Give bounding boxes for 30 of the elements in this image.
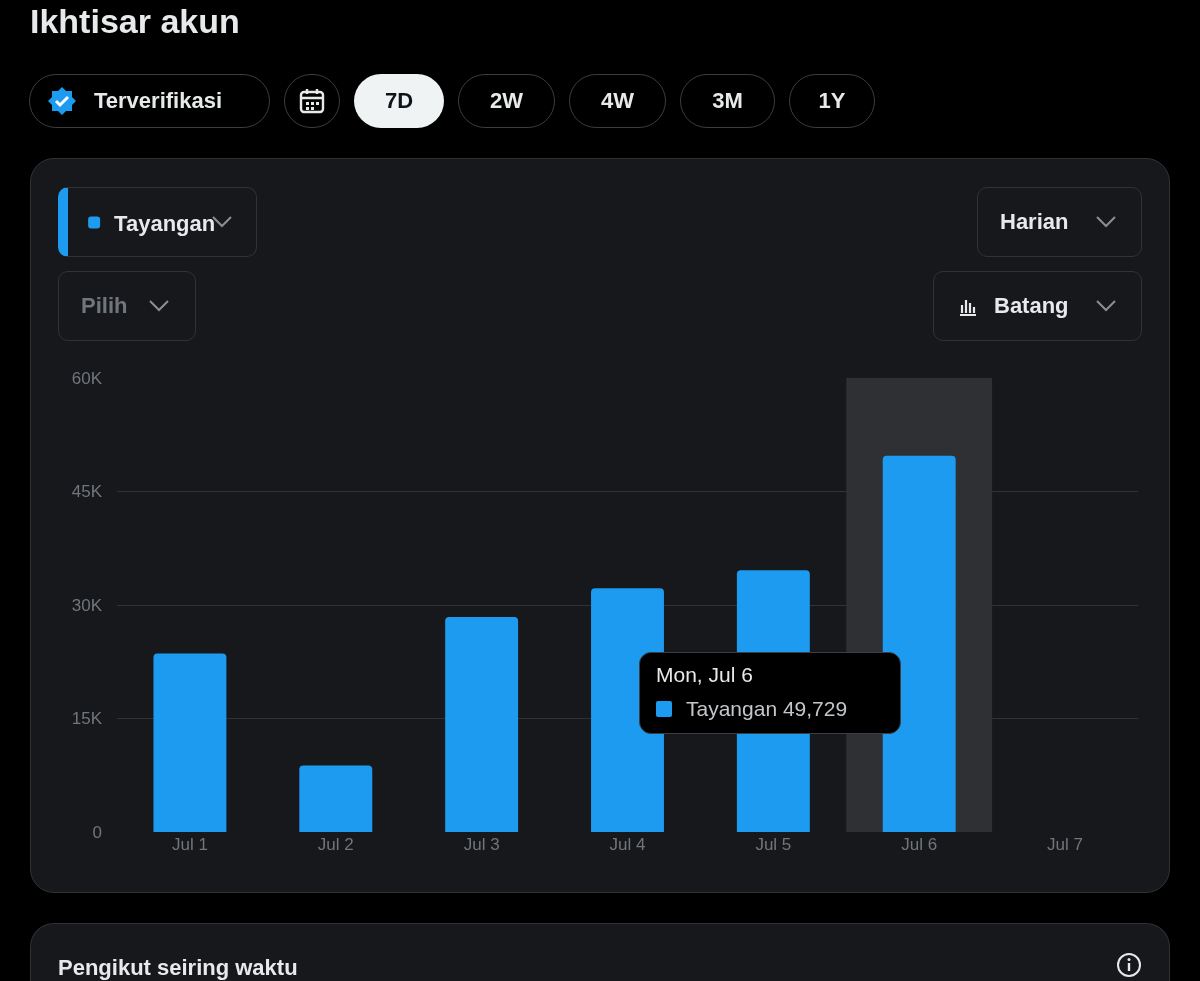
text: Pilih — [58, 271, 196, 341]
text: Terverifikasi — [29, 74, 270, 128]
annotation: Tayangan 49,729 — [686, 697, 848, 721]
y-tick-label: 30K — [71, 595, 103, 615]
bar — [445, 617, 519, 832]
bar — [153, 653, 227, 832]
bar — [299, 765, 373, 832]
y-tick-label: 0 — [92, 822, 102, 842]
chart-title: Ikhtisar akun — [30, 2, 240, 41]
text: Harian — [977, 187, 1142, 257]
x-tick-label: Jul 1 — [171, 835, 208, 854]
text: 7D — [354, 74, 444, 128]
tooltip: Mon, Jul 6 Tayangan 49,729 — [639, 652, 901, 734]
text: 1Y — [789, 74, 875, 128]
legend-label: Tayangan — [114, 211, 216, 237]
x-tick-label: Jul 4 — [609, 835, 646, 854]
y-tick-label: 15K — [71, 709, 103, 729]
x-tick-label: Jul 2 — [317, 835, 354, 854]
x-tick-label: Jul 5 — [755, 835, 792, 854]
text: 2W — [458, 74, 555, 128]
text: Batang — [933, 271, 1142, 341]
annotation: Mon, Jul 6 — [656, 663, 754, 687]
text: Pengikut seiring waktu — [58, 955, 298, 981]
y-tick-label: 45K — [71, 482, 103, 502]
x-tick-label: Jul 6 — [901, 835, 938, 854]
text: 3M — [680, 74, 775, 128]
text: 4W — [569, 74, 666, 128]
x-tick-label: Jul 7 — [1047, 835, 1084, 854]
x-tick-label: Jul 3 — [463, 835, 500, 854]
y-tick-label: 60K — [71, 368, 103, 388]
